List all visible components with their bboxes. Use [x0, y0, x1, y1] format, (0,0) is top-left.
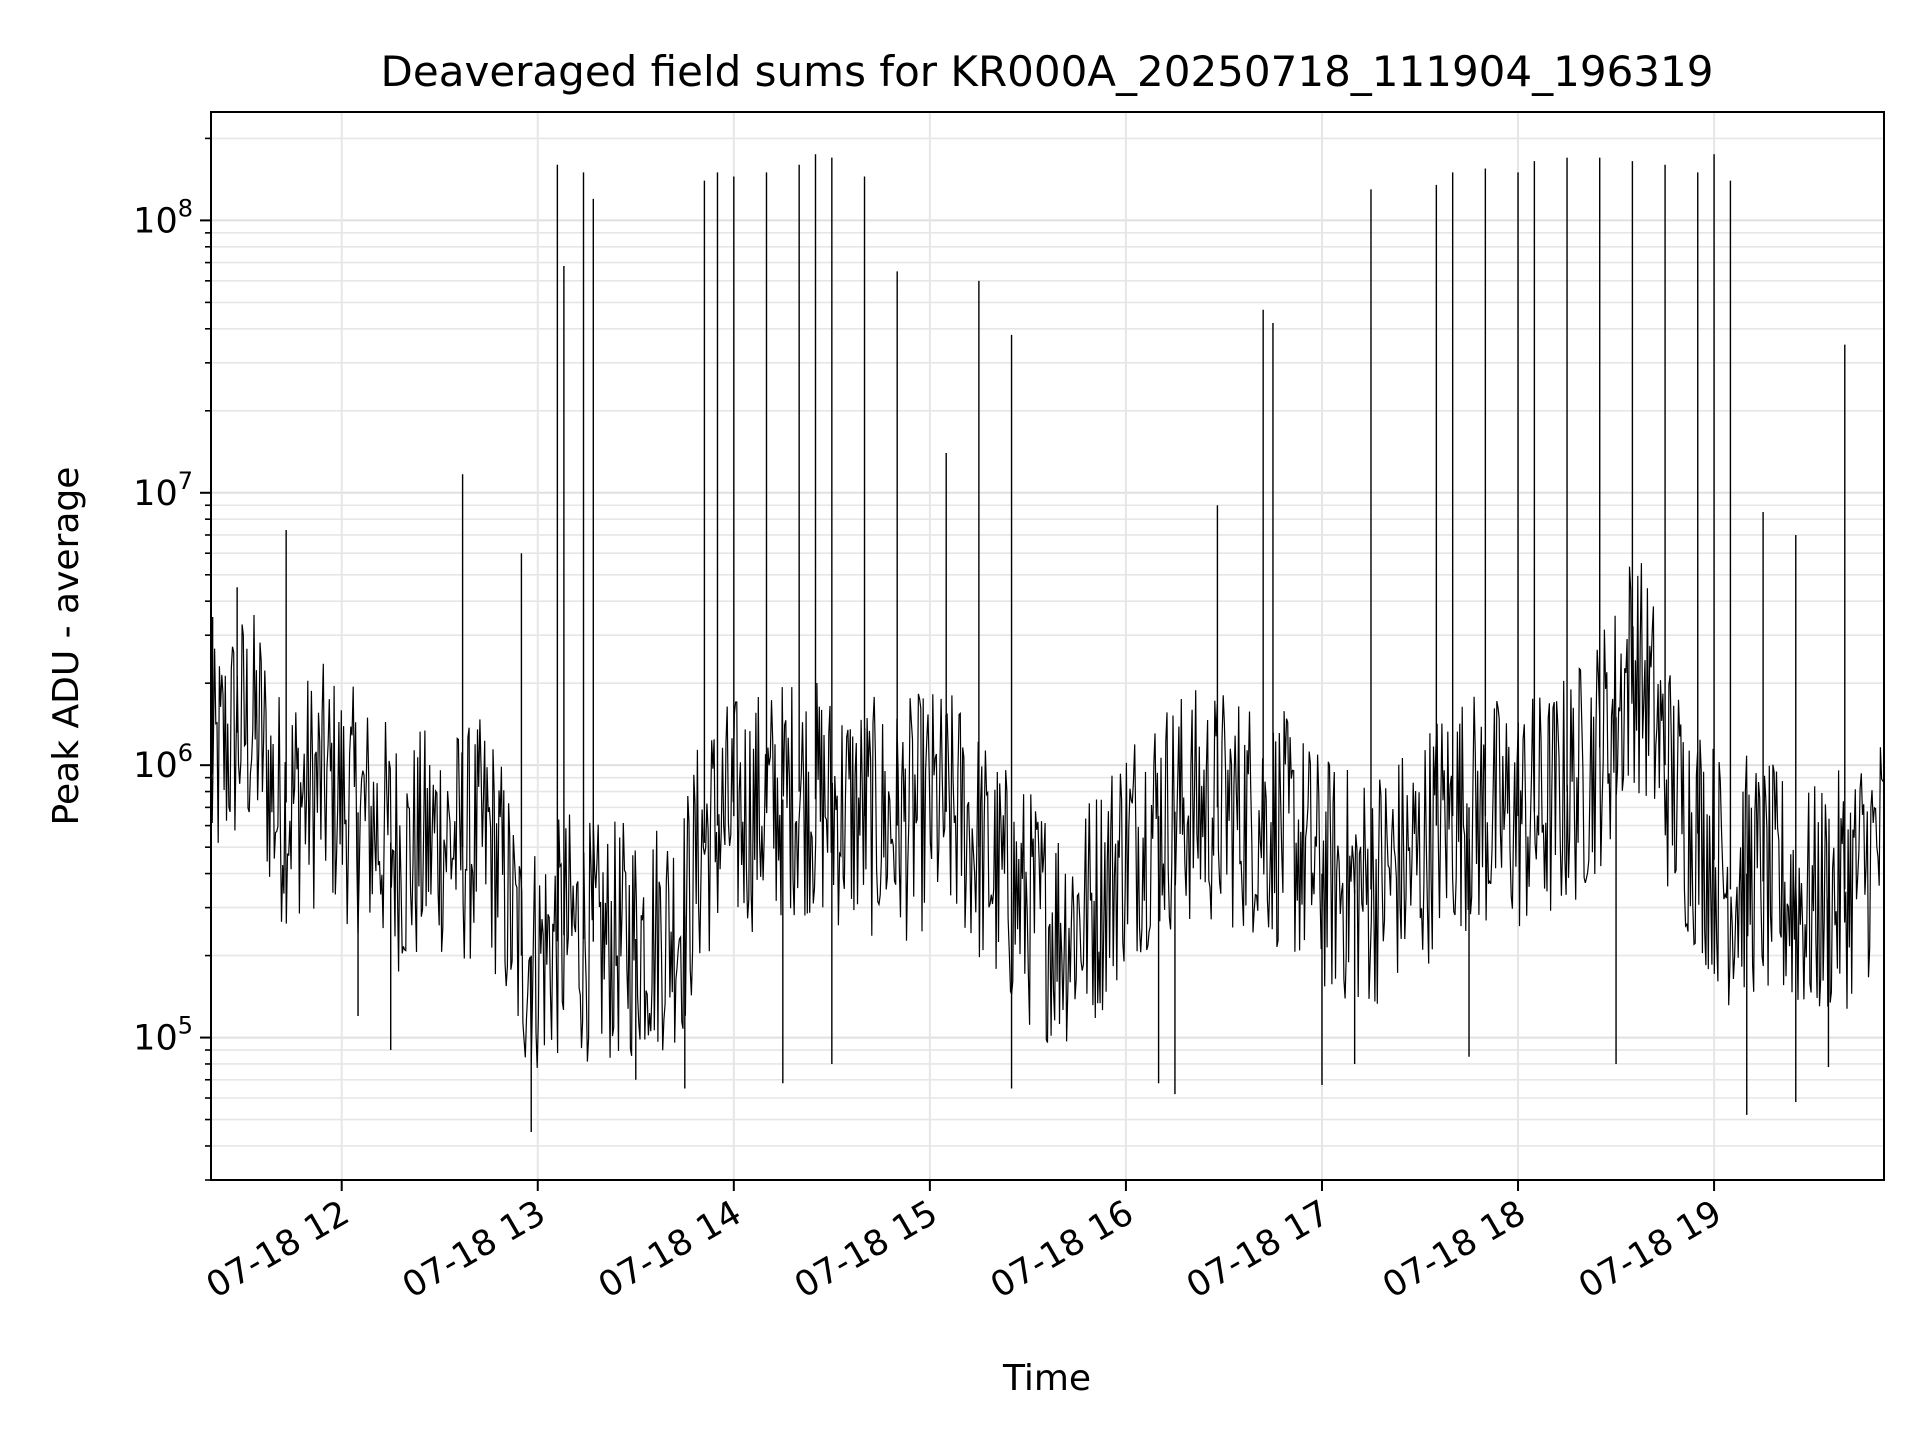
series-layer [210, 154, 1885, 1133]
y-axis-label: Peak ADU - average [46, 467, 87, 826]
plot-area [210, 111, 1885, 1181]
plot-frame [210, 111, 1885, 1181]
x-tick-label: 07-18 17 [1180, 1193, 1336, 1306]
x-tick-label: 07-18 18 [1376, 1193, 1532, 1306]
x-tick-label: 07-18 16 [984, 1193, 1140, 1306]
x-tick-label: 07-18 19 [1572, 1193, 1728, 1306]
y-axis: 105 106 107 108 [133, 137, 211, 1181]
x-tick-label: 07-18 15 [788, 1193, 944, 1306]
minor-grid [211, 137, 1884, 1181]
x-axis: 07-18 12 07-18 13 07-18 14 07-18 15 07-18 16… [200, 1180, 1729, 1306]
x-tick-label: 07-18 12 [200, 1193, 356, 1306]
y-tick-label: 107 [133, 467, 193, 514]
chart-title: Deaveraged field sums for KR000A_2025071… [381, 47, 1714, 96]
series-line [210, 563, 1885, 1068]
y-tick-label: 108 [133, 194, 193, 241]
x-tick-label: 07-18 14 [592, 1193, 748, 1306]
y-tick-label: 106 [133, 739, 193, 786]
y-tick-label: 105 [133, 1012, 193, 1059]
x-tick-label: 07-18 13 [396, 1193, 552, 1306]
x-axis-label: Time [1002, 1358, 1091, 1399]
